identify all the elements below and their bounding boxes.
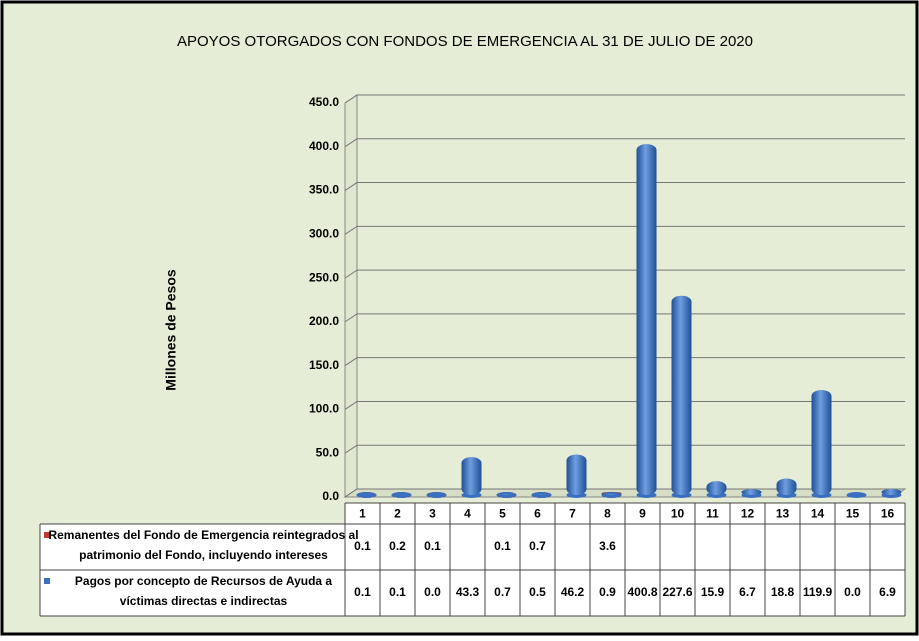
bar xyxy=(742,489,762,495)
chart-title: APOYOS OTORGADOS CON FONDOS DE EMERGENCI… xyxy=(177,33,753,50)
data-label: 0.1 xyxy=(424,539,441,553)
bar xyxy=(602,494,622,495)
legend-key xyxy=(44,578,50,584)
data-label: 227.6 xyxy=(662,585,692,599)
y-tick-label: 100.0 xyxy=(309,402,339,416)
x-tick-label: 13 xyxy=(776,507,790,521)
x-tick-label: 16 xyxy=(881,507,895,521)
data-label: 18.8 xyxy=(771,585,795,599)
data-label: 0.1 xyxy=(354,539,371,553)
x-tick-label: 15 xyxy=(846,507,860,521)
x-tick-label: 1 xyxy=(359,507,366,521)
y-tick-label: 200.0 xyxy=(309,314,339,328)
data-label: 0.1 xyxy=(354,585,371,599)
data-label: 15.9 xyxy=(701,585,725,599)
data-label: 6.7 xyxy=(739,585,756,599)
y-tick-label: 150.0 xyxy=(309,358,339,372)
bar xyxy=(567,455,587,495)
x-tick-label: 14 xyxy=(811,507,825,521)
x-tick-label: 7 xyxy=(569,507,576,521)
data-label: 46.2 xyxy=(561,585,585,599)
bar xyxy=(462,457,482,495)
x-tick-label: 10 xyxy=(671,507,685,521)
data-label: 0.1 xyxy=(389,585,406,599)
bar xyxy=(777,479,797,495)
y-tick-label: 450.0 xyxy=(309,95,339,109)
bar xyxy=(882,489,902,495)
x-tick-label: 5 xyxy=(499,507,506,521)
y-tick-label: 0.0 xyxy=(322,489,339,503)
bar-base xyxy=(847,492,867,498)
bar xyxy=(812,390,832,495)
data-label: 43.3 xyxy=(456,585,480,599)
bar xyxy=(672,296,692,495)
data-label: 0.0 xyxy=(424,585,441,599)
data-label: 0.5 xyxy=(529,585,546,599)
data-label: 0.9 xyxy=(599,585,616,599)
data-label: 0.2 xyxy=(389,539,406,553)
x-tick-label: 6 xyxy=(534,507,541,521)
y-tick-label: 50.0 xyxy=(316,445,340,459)
x-tick-label: 2 xyxy=(394,507,401,521)
bar xyxy=(707,481,727,495)
data-label: 119.9 xyxy=(803,585,833,599)
back-wall xyxy=(345,95,357,497)
bar-base xyxy=(427,492,447,498)
y-tick-label: 400.0 xyxy=(309,139,339,153)
x-tick-label: 4 xyxy=(464,507,471,521)
data-label: 0.0 xyxy=(844,585,861,599)
bar xyxy=(497,494,517,495)
y-tick-label: 350.0 xyxy=(309,183,339,197)
x-tick-label: 8 xyxy=(604,507,611,521)
bar xyxy=(637,144,657,495)
data-label: 0.1 xyxy=(494,539,511,553)
data-label: 0.7 xyxy=(529,539,546,553)
data-label: 3.6 xyxy=(599,539,616,553)
x-tick-label: 12 xyxy=(741,507,755,521)
data-label: 400.8 xyxy=(627,585,657,599)
x-tick-label: 11 xyxy=(706,507,719,521)
data-label: 6.9 xyxy=(879,585,896,599)
x-tick-label: 9 xyxy=(639,507,646,521)
y-axis-label: Millones de Pesos xyxy=(163,269,179,391)
data-label: 0.7 xyxy=(494,585,511,599)
x-tick-label: 3 xyxy=(429,507,436,521)
y-tick-label: 300.0 xyxy=(309,227,339,241)
y-tick-label: 250.0 xyxy=(309,270,339,284)
